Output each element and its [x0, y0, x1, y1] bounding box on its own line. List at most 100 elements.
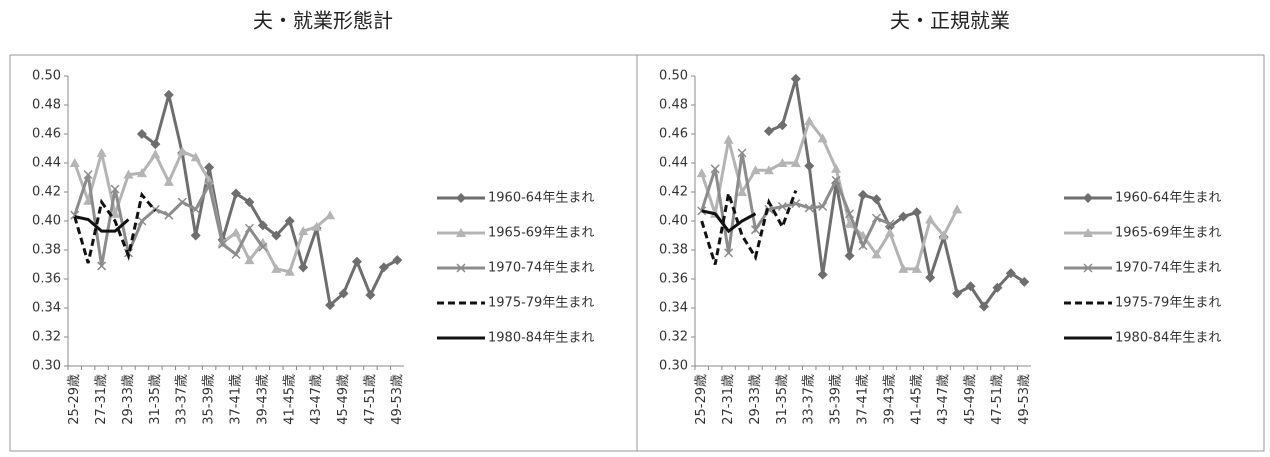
data-point — [351, 256, 362, 267]
series-line — [141, 94, 398, 308]
x-tick-label: 39-43歳 — [255, 374, 270, 425]
x-tick-label: 33-37歳 — [802, 374, 817, 425]
data-point — [737, 187, 748, 196]
data-point — [790, 158, 801, 167]
data-point — [844, 250, 855, 261]
data-point — [871, 194, 882, 205]
x-tick-label: 49-53歳 — [390, 374, 405, 425]
data-point — [365, 289, 376, 300]
y-tick-label: 0.36 — [659, 272, 688, 287]
data-point — [750, 165, 761, 175]
data-point — [190, 152, 201, 162]
series-line — [701, 209, 757, 234]
y-tick-label: 0.46 — [659, 127, 688, 142]
data-point — [190, 230, 201, 241]
data-point — [763, 126, 774, 137]
data-point — [298, 226, 309, 236]
data-point — [858, 189, 868, 200]
data-point — [885, 219, 895, 229]
data-point — [790, 73, 801, 84]
data-point — [258, 242, 268, 252]
legend-label: 1965-69年生まれ — [488, 226, 594, 241]
data-point — [271, 263, 282, 273]
data-point — [110, 184, 120, 194]
legend-label: 1970-74年生まれ — [488, 261, 594, 276]
legend-marker — [456, 228, 466, 237]
data-point — [777, 201, 787, 212]
y-tick-label: 0.50 — [32, 69, 61, 84]
legend-marker — [1083, 263, 1093, 273]
data-point — [218, 239, 228, 249]
x-tick-label: 25-29歳 — [67, 374, 82, 425]
y-tick-label: 0.48 — [659, 98, 688, 113]
legend-marker — [456, 193, 466, 203]
data-point — [831, 163, 842, 173]
y-tick-label: 0.32 — [32, 330, 61, 345]
data-point — [1005, 268, 1016, 279]
data-point — [284, 216, 295, 226]
data-point — [723, 134, 734, 144]
x-tick-label: 41-45歳 — [909, 374, 924, 425]
data-point — [96, 147, 107, 157]
legend-label: 1960-64年生まれ — [488, 191, 594, 206]
data-point — [204, 162, 215, 173]
data-point — [177, 146, 188, 156]
x-tick-label: 29-33歳 — [121, 374, 136, 425]
x-tick-label: 27-31歳 — [721, 374, 736, 425]
legend-label: 1980-84年生まれ — [488, 331, 594, 346]
data-point — [992, 282, 1003, 293]
x-tick-label: 43-47歳 — [936, 374, 951, 425]
data-point — [750, 225, 761, 235]
data-point — [1019, 276, 1030, 287]
data-point — [884, 227, 895, 237]
series-line — [73, 149, 332, 274]
y-tick-label: 0.40 — [32, 214, 61, 229]
data-point — [898, 211, 909, 222]
data-point — [136, 168, 147, 178]
x-tick-label: 29-33歳 — [748, 374, 763, 425]
data-point — [817, 269, 828, 280]
legend-marker — [1083, 228, 1093, 237]
x-tick-label: 35-39歳 — [202, 374, 217, 425]
y-tick-label: 0.36 — [32, 272, 61, 287]
legend-label: 1960-64年生まれ — [1115, 191, 1221, 206]
data-point — [925, 214, 936, 224]
y-tick-label: 0.42 — [659, 185, 688, 200]
x-tick-label: 37-41歳 — [856, 374, 871, 425]
data-point — [978, 301, 989, 312]
data-point — [831, 175, 841, 185]
y-tick-label: 0.30 — [659, 359, 688, 374]
y-tick-label: 0.46 — [32, 127, 61, 142]
data-point — [69, 158, 80, 167]
x-tick-label: 35-39歳 — [829, 374, 844, 425]
legend-label: 1975-79年生まれ — [1115, 296, 1221, 311]
x-tick-label: 25-29歳 — [694, 374, 709, 425]
data-point — [150, 139, 161, 150]
legend-label: 1980-84年生まれ — [1115, 331, 1221, 346]
data-point — [163, 89, 174, 100]
data-point — [244, 255, 255, 265]
data-point — [777, 158, 788, 167]
data-point — [325, 300, 336, 311]
x-tick-label: 33-37歳 — [175, 374, 190, 425]
data-point — [737, 148, 747, 158]
legend-label: 1965-69年生まれ — [1115, 226, 1221, 241]
data-point — [777, 120, 788, 131]
series-line — [74, 215, 130, 233]
data-point — [311, 221, 322, 231]
y-tick-label: 0.44 — [32, 156, 61, 171]
data-point — [231, 249, 241, 259]
x-tick-label: 43-47歳 — [309, 374, 324, 425]
data-point — [244, 197, 255, 208]
data-point — [696, 168, 707, 178]
chart-title: 夫・正規就業 — [890, 9, 1010, 33]
data-point — [925, 272, 936, 283]
legend-marker — [456, 263, 466, 273]
data-point — [231, 188, 241, 199]
y-tick-label: 0.34 — [659, 301, 688, 316]
data-point — [952, 204, 963, 214]
data-point — [163, 176, 174, 186]
x-tick-label: 49-53歳 — [1017, 374, 1032, 425]
y-tick-label: 0.38 — [659, 243, 688, 258]
data-point — [136, 129, 147, 139]
